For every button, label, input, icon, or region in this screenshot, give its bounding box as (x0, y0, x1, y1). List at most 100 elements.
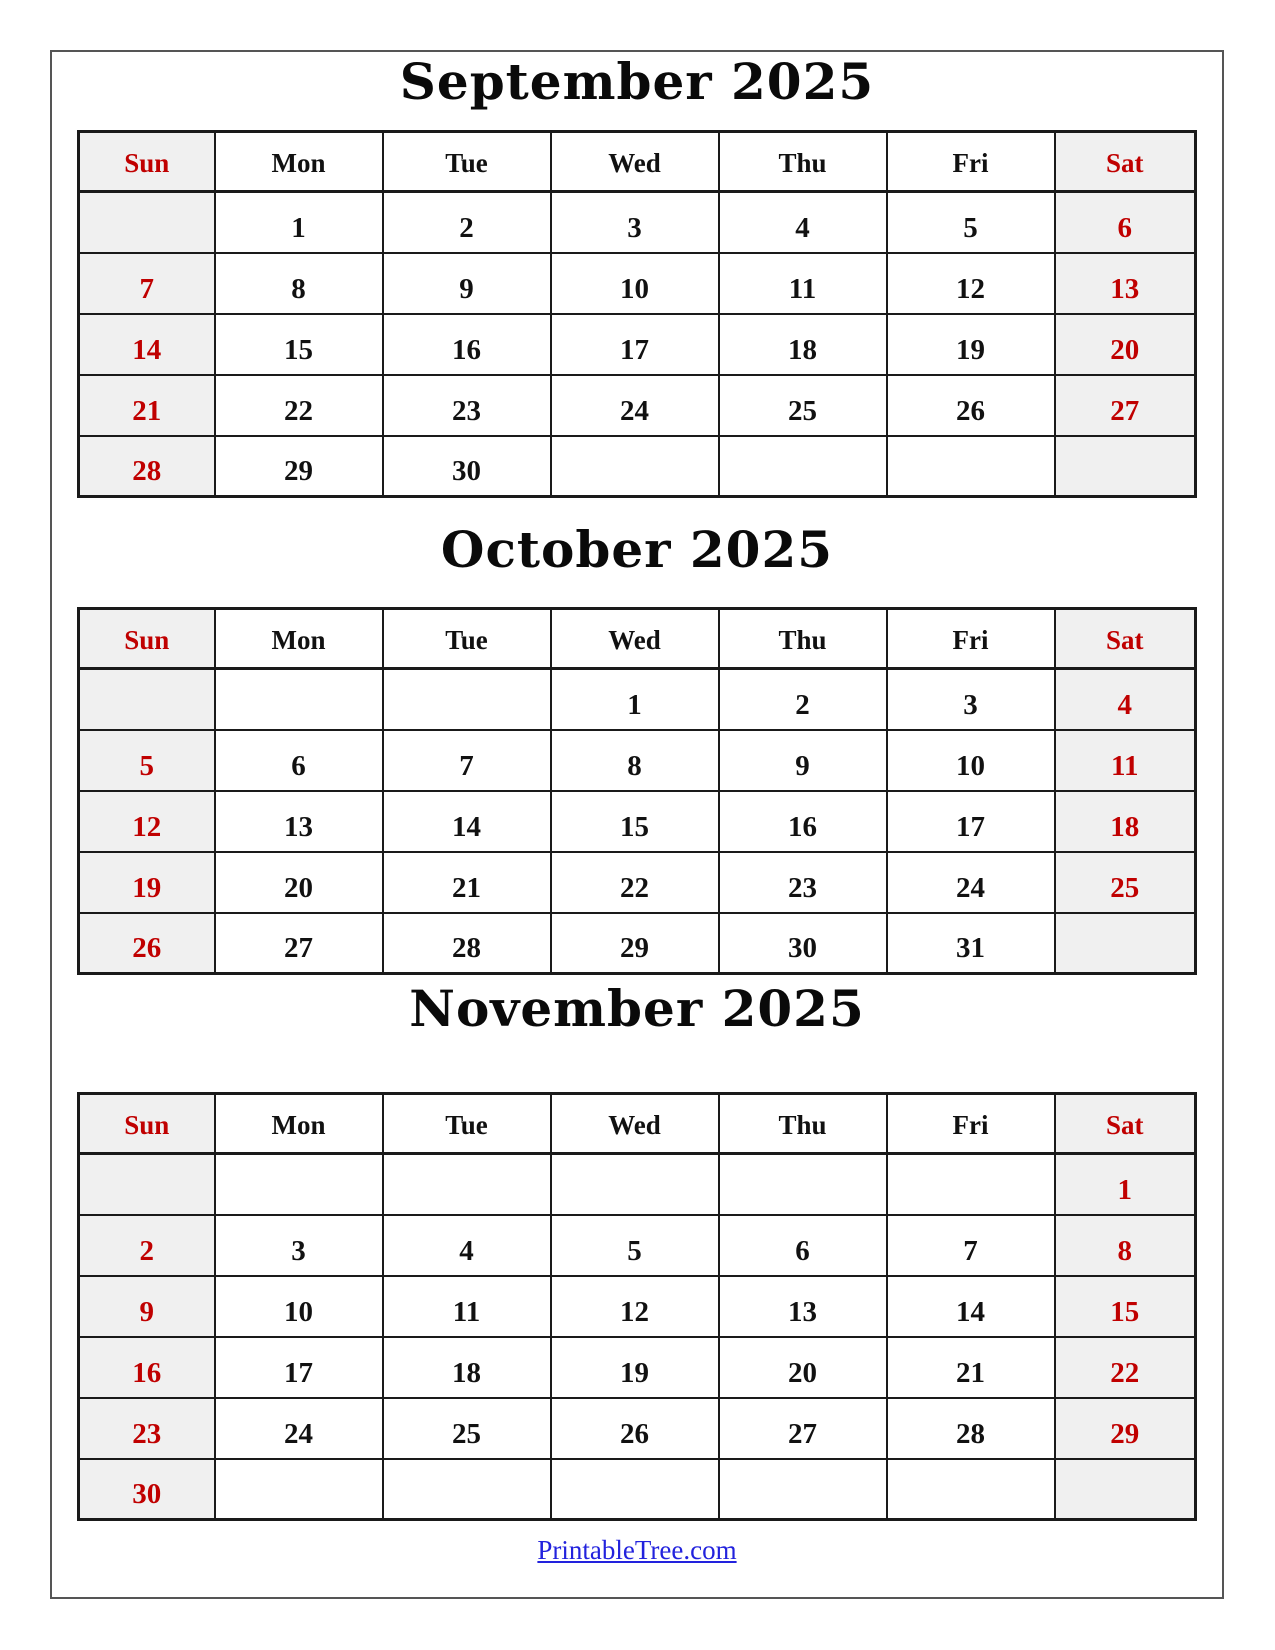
day-cell-16: 16 (77, 1335, 216, 1399)
day-cell-6: 6 (1053, 190, 1197, 254)
day-cell-17: 17 (549, 312, 720, 376)
day-cell-16: 16 (717, 789, 888, 853)
day-cell-empty (213, 1152, 384, 1216)
month-title-november: November 2025 (409, 979, 865, 1038)
day-cell-11: 11 (381, 1274, 552, 1338)
day-cell-26: 26 (77, 911, 216, 975)
day-cell-20: 20 (213, 850, 384, 914)
day-cell-empty (717, 434, 888, 498)
week-row: 16 17 18 19 20 21 22 (77, 1335, 1197, 1399)
day-cell-12: 12 (77, 789, 216, 853)
weekday-header-mon: Mon (213, 607, 384, 670)
day-cell-empty (1053, 434, 1197, 498)
day-cell-empty (885, 434, 1056, 498)
day-cell-15: 15 (213, 312, 384, 376)
day-cell-empty (381, 1152, 552, 1216)
footer: PrintableTree.com (52, 1533, 1222, 1567)
day-cell-17: 17 (885, 789, 1056, 853)
calendar-table-october: Sun Mon Tue Wed Thu Fri Sat 1 2 3 4 5 6 7 8 9 10 11 12 13 1… (77, 607, 1197, 975)
weekday-header-row: Sun Mon Tue Wed Thu Fri Sat (77, 130, 1197, 193)
day-cell-30: 30 (77, 1457, 216, 1521)
day-cell-4: 4 (717, 190, 888, 254)
day-cell-25: 25 (381, 1396, 552, 1460)
day-cell-30: 30 (381, 434, 552, 498)
day-cell-19: 19 (549, 1335, 720, 1399)
day-cell-29: 29 (549, 911, 720, 975)
day-cell-29: 29 (213, 434, 384, 498)
week-row: 23 24 25 26 27 28 29 (77, 1396, 1197, 1460)
day-cell-22: 22 (213, 373, 384, 437)
weekday-header-thu: Thu (717, 130, 888, 193)
day-cell-14: 14 (381, 789, 552, 853)
day-cell-empty (549, 1152, 720, 1216)
day-cell-6: 6 (717, 1213, 888, 1277)
day-cell-9: 9 (717, 728, 888, 792)
day-cell-21: 21 (885, 1335, 1056, 1399)
day-cell-4: 4 (381, 1213, 552, 1277)
footer-link[interactable]: PrintableTree.com (537, 1535, 737, 1565)
day-cell-8: 8 (213, 251, 384, 315)
day-cell-1: 1 (549, 667, 720, 731)
calendar-table-september: Sun Mon Tue Wed Thu Fri Sat 1 2 3 4 5 6 7 8 9 10 11 12 13 1… (77, 130, 1197, 498)
weekday-header-row: Sun Mon Tue Wed Thu Fri Sat (77, 1092, 1197, 1155)
day-cell-empty (77, 190, 216, 254)
day-cell-14: 14 (77, 312, 216, 376)
day-cell-26: 26 (549, 1396, 720, 1460)
weekday-header-tue: Tue (381, 607, 552, 670)
week-row: 19 20 21 22 23 24 25 (77, 850, 1197, 914)
day-cell-empty (381, 1457, 552, 1521)
day-cell-empty (885, 1152, 1056, 1216)
weekday-header-mon: Mon (213, 1092, 384, 1155)
day-cell-18: 18 (1053, 789, 1197, 853)
day-cell-2: 2 (77, 1213, 216, 1277)
weekday-header-fri: Fri (885, 130, 1056, 193)
day-cell-8: 8 (549, 728, 720, 792)
day-cell-empty (381, 667, 552, 731)
day-cell-13: 13 (1053, 251, 1197, 315)
day-cell-23: 23 (717, 850, 888, 914)
day-cell-empty (213, 1457, 384, 1521)
day-cell-4: 4 (1053, 667, 1197, 731)
day-cell-1: 1 (213, 190, 384, 254)
day-cell-empty (213, 667, 384, 731)
day-cell-1: 1 (1053, 1152, 1197, 1216)
day-cell-2: 2 (717, 667, 888, 731)
weekday-header-sun: Sun (77, 1092, 216, 1155)
day-cell-24: 24 (549, 373, 720, 437)
day-cell-27: 27 (717, 1396, 888, 1460)
day-cell-31: 31 (885, 911, 1056, 975)
weekday-header-tue: Tue (381, 130, 552, 193)
day-cell-empty (77, 1152, 216, 1216)
day-cell-10: 10 (549, 251, 720, 315)
day-cell-13: 13 (717, 1274, 888, 1338)
day-cell-18: 18 (381, 1335, 552, 1399)
day-cell-30: 30 (717, 911, 888, 975)
day-cell-empty (717, 1152, 888, 1216)
day-cell-17: 17 (213, 1335, 384, 1399)
day-cell-12: 12 (549, 1274, 720, 1338)
day-cell-empty (885, 1457, 1056, 1521)
day-cell-21: 21 (381, 850, 552, 914)
day-cell-10: 10 (885, 728, 1056, 792)
weekday-header-wed: Wed (549, 607, 720, 670)
day-cell-empty (77, 667, 216, 731)
day-cell-3: 3 (549, 190, 720, 254)
week-row: 26 27 28 29 30 31 (77, 911, 1197, 975)
month-title-october: October 2025 (440, 520, 834, 579)
day-cell-2: 2 (381, 190, 552, 254)
day-cell-19: 19 (77, 850, 216, 914)
day-cell-5: 5 (885, 190, 1056, 254)
day-cell-11: 11 (1053, 728, 1197, 792)
weekday-header-fri: Fri (885, 1092, 1056, 1155)
day-cell-8: 8 (1053, 1213, 1197, 1277)
weekday-header-sun: Sun (77, 130, 216, 193)
day-cell-empty (549, 1457, 720, 1521)
day-cell-3: 3 (213, 1213, 384, 1277)
day-cell-27: 27 (1053, 373, 1197, 437)
weekday-header-row: Sun Mon Tue Wed Thu Fri Sat (77, 607, 1197, 670)
